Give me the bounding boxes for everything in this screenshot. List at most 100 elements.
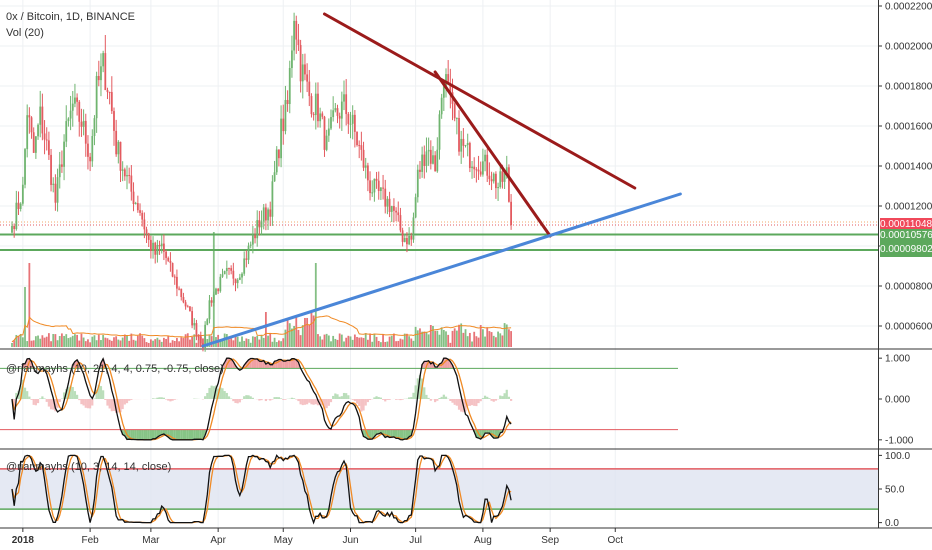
candle-body — [234, 278, 237, 284]
volume-bar — [408, 336, 411, 347]
volume-bar — [490, 332, 493, 347]
candle-body — [32, 132, 35, 153]
candle-body — [349, 123, 352, 125]
oscillator-tick-label: 0.000 — [885, 395, 910, 406]
volume-bar — [176, 338, 178, 347]
volume-bar — [65, 334, 68, 347]
volume-bar — [100, 340, 102, 347]
candle-body — [427, 149, 430, 152]
volume-bar — [63, 335, 65, 347]
volume-bar — [238, 341, 241, 347]
stochastic-tick-label: 50.0 — [885, 485, 905, 496]
volume-bar — [401, 339, 404, 347]
candle-body — [41, 106, 44, 134]
candle-body — [477, 169, 480, 172]
volume-bar — [330, 341, 332, 347]
candle-body — [421, 154, 424, 172]
volume-bar — [399, 338, 402, 347]
x-tick-label: Mar — [142, 535, 160, 546]
candle-body — [167, 257, 170, 261]
candle-body — [373, 178, 376, 193]
volume-bar — [414, 326, 417, 347]
volume-bar — [293, 325, 295, 347]
candle-body — [243, 258, 246, 274]
candle-body — [382, 187, 384, 189]
candle-body — [71, 103, 74, 111]
volume-bar — [262, 337, 265, 347]
candle-body — [299, 45, 302, 82]
candle-body — [208, 300, 211, 320]
candle-body — [176, 276, 178, 289]
candle-body — [334, 108, 337, 111]
candle-body — [262, 207, 265, 222]
volume-bar — [349, 336, 352, 347]
volume-bar — [189, 339, 191, 347]
volume-bar — [280, 341, 282, 347]
candle-body — [173, 276, 176, 278]
volume-bar — [488, 331, 491, 347]
candle-body — [254, 235, 256, 239]
candle-body — [52, 183, 55, 185]
candle-body — [371, 192, 374, 194]
candle-body — [54, 183, 57, 203]
candle-body — [264, 207, 267, 221]
x-tick-label: Jun — [342, 535, 358, 546]
candle-body — [438, 114, 441, 150]
volume-bar — [165, 338, 167, 347]
volume-bar — [84, 341, 87, 347]
volume-bar — [221, 340, 224, 347]
candle-body — [217, 288, 220, 292]
volume-bar — [34, 336, 37, 347]
candle-body — [436, 149, 439, 172]
candle-body — [414, 197, 417, 218]
candle-body — [397, 212, 400, 216]
volume-bar — [130, 333, 133, 347]
candle-body — [119, 141, 122, 171]
candle-body — [293, 20, 295, 51]
volume-bar — [299, 335, 302, 347]
candle-body — [364, 165, 367, 168]
volume-bar — [462, 332, 465, 347]
volume-bar — [180, 337, 183, 347]
candle-body — [249, 244, 252, 246]
candle-body — [232, 270, 235, 279]
volume-bar — [195, 342, 198, 347]
candle-body — [304, 64, 306, 75]
candle-body — [353, 114, 356, 132]
volume-bar — [21, 337, 24, 347]
volume-bar — [382, 334, 384, 347]
volume-bar — [208, 335, 211, 347]
candle-body — [13, 226, 16, 230]
candle-body — [425, 151, 428, 166]
stochastic-tick-label: 100.0 — [885, 451, 910, 462]
candle-body — [256, 220, 259, 239]
candle-body — [462, 138, 465, 146]
volume-bar — [47, 333, 50, 347]
candle-body — [95, 75, 98, 119]
volume-bar — [71, 335, 74, 347]
volume-bar — [505, 324, 508, 347]
candle-body — [358, 145, 361, 147]
volume-bar — [186, 333, 189, 347]
candle-body — [395, 210, 397, 213]
volume-bar — [45, 336, 48, 347]
volume-bar — [24, 287, 26, 347]
volume-bar — [338, 333, 341, 347]
candle-body — [17, 202, 20, 209]
candle-body — [143, 219, 146, 230]
candle-body — [241, 273, 243, 278]
volume-bar — [69, 337, 72, 347]
candle-body — [390, 206, 393, 212]
volume-bar — [395, 341, 397, 347]
candle-body — [466, 143, 469, 146]
x-tick-label: Aug — [474, 535, 492, 546]
volume-bar — [128, 340, 131, 347]
volume-bar — [327, 335, 330, 347]
volume-bar — [197, 334, 200, 347]
candle-body — [102, 53, 105, 67]
candle-body — [408, 235, 411, 245]
candle-body — [377, 180, 380, 191]
candle-body — [412, 217, 415, 240]
